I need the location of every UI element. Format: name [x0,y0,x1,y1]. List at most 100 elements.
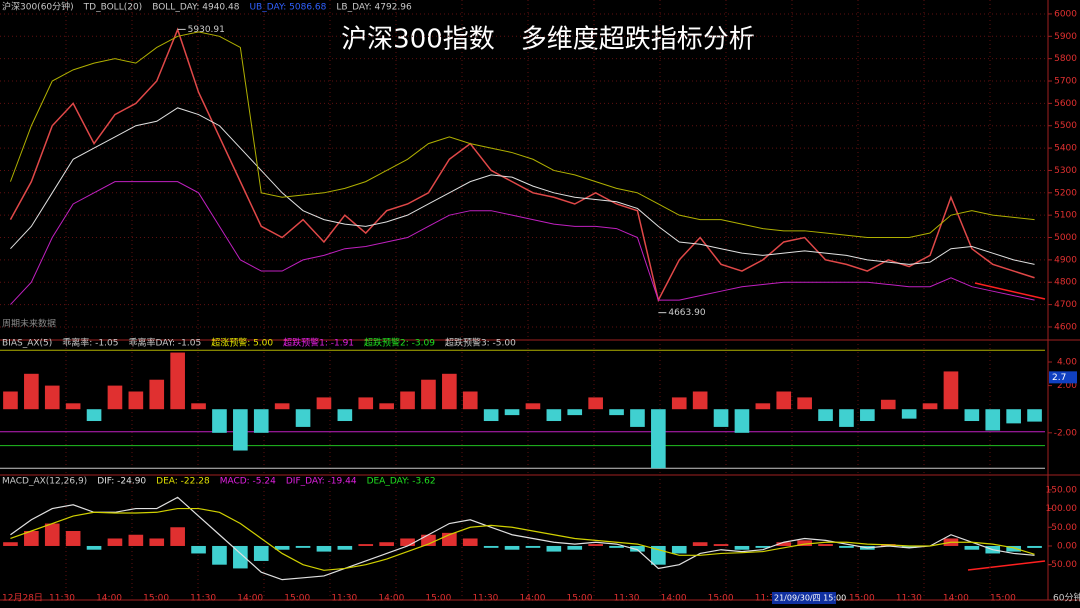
x-tick-label: 11:30 [190,594,216,604]
y-tick-label: 5700 [1054,77,1077,87]
bar [1027,409,1042,422]
annotation: 5930.91 [188,25,225,35]
bar [588,397,603,410]
y-tick-label: 2.00 [1057,381,1077,391]
bar [44,385,60,410]
note: 周期未来数据 [2,318,56,330]
x-tick-label: 15:00 [425,594,451,604]
bar [400,391,415,410]
x-tick-label: 15:00 [849,594,875,604]
y-tick-label: -50.00 [1048,560,1077,570]
bar [713,544,729,546]
bar [316,545,332,552]
header-item: BOLL_DAY: 4940.48 [152,3,240,13]
series-line [10,181,1035,305]
x-tick-label: 11:30 [331,594,357,604]
cursor-box [772,592,836,604]
header-item: 超跌预警2: -3.09 [364,337,435,349]
y-tick-label: 5600 [1054,99,1077,109]
x-tick-label: 14:00 [378,594,404,604]
bar [525,403,541,410]
bar [588,544,603,546]
header-item: 超跌预警3: -5.00 [445,337,516,349]
chart-title: 沪深300指数 多维度超跌指标分析 [341,25,755,55]
bar [797,540,812,546]
y-tick-label: 4800 [1054,278,1077,288]
bar [149,379,165,410]
bar [170,352,185,410]
y-tick-label: 4900 [1054,255,1077,265]
bar [546,409,562,422]
x-tick-label: 11:30 [49,594,75,604]
bar [1006,545,1021,552]
bar [818,544,833,546]
bar [212,545,227,565]
bar [901,409,917,419]
bar [107,538,123,546]
bar [191,403,206,410]
x-tick-label: 14:00 [237,594,263,604]
header-item: 超跌预警1: -1.91 [283,337,354,349]
bar [44,523,60,546]
bar [149,538,165,546]
cursor-label: 21/09/30/四 15:00 [774,594,846,603]
bar [462,391,478,410]
bar [797,397,812,410]
x-tick-label: 15:00 [143,594,169,604]
bar [755,403,771,410]
bar [922,403,938,410]
header-item: MACD_AX(12,26,9) [2,477,87,487]
header-item: 乖离率DAY: -1.05 [128,337,201,349]
annotation: 4663.90 [668,308,705,318]
bar [3,391,18,410]
bar [755,545,771,548]
x-tick-label: 15:00 [284,594,310,604]
bar [337,409,353,422]
y-tick-label: 5200 [1054,188,1077,198]
bar [379,403,394,410]
header-item: LB_DAY: 4792.96 [336,3,412,13]
y-tick-label: 5800 [1054,54,1077,64]
bar [107,385,123,410]
bar [212,409,227,433]
bar [462,538,478,546]
header-item: DIF_DAY: -19.44 [286,477,357,487]
series-line [10,496,1035,581]
bar [525,545,541,548]
header-item: DEA_DAY: -3.62 [367,477,436,487]
bar [504,545,520,550]
bar [985,409,1001,431]
bar [776,542,792,546]
bar [337,545,353,550]
bar [713,409,729,427]
y-tick-label: 0.00 [1057,541,1077,551]
bar [567,409,583,416]
bar [609,409,624,416]
bar [734,545,750,550]
header-item: 乖离率: -1.05 [62,337,118,349]
header-item: MACD: -5.24 [220,477,276,487]
bar [128,534,144,546]
bar [358,544,374,546]
y-tick-label: 100.00 [1046,504,1078,514]
bar [818,409,833,422]
y-tick-label: 5100 [1054,211,1077,221]
y-tick-label: -2.00 [1054,428,1078,438]
bar [253,545,269,561]
bar [400,538,415,546]
x-tick-label: 14:00 [943,594,969,604]
header-item: TD_BOLL(20) [83,3,143,13]
bar [253,409,269,433]
bar [901,545,917,548]
x-tick-label: 15:00 [990,594,1016,604]
bar [964,545,980,550]
bar [651,409,666,469]
bar [546,545,562,552]
header-item: BIAS_AX(5) [2,339,52,349]
bar [483,545,499,548]
bar [776,391,792,410]
bar [274,403,290,410]
y-tick-label: 5500 [1054,121,1077,131]
bar [839,409,854,427]
x-tick-label: 12月28日 [2,593,43,604]
